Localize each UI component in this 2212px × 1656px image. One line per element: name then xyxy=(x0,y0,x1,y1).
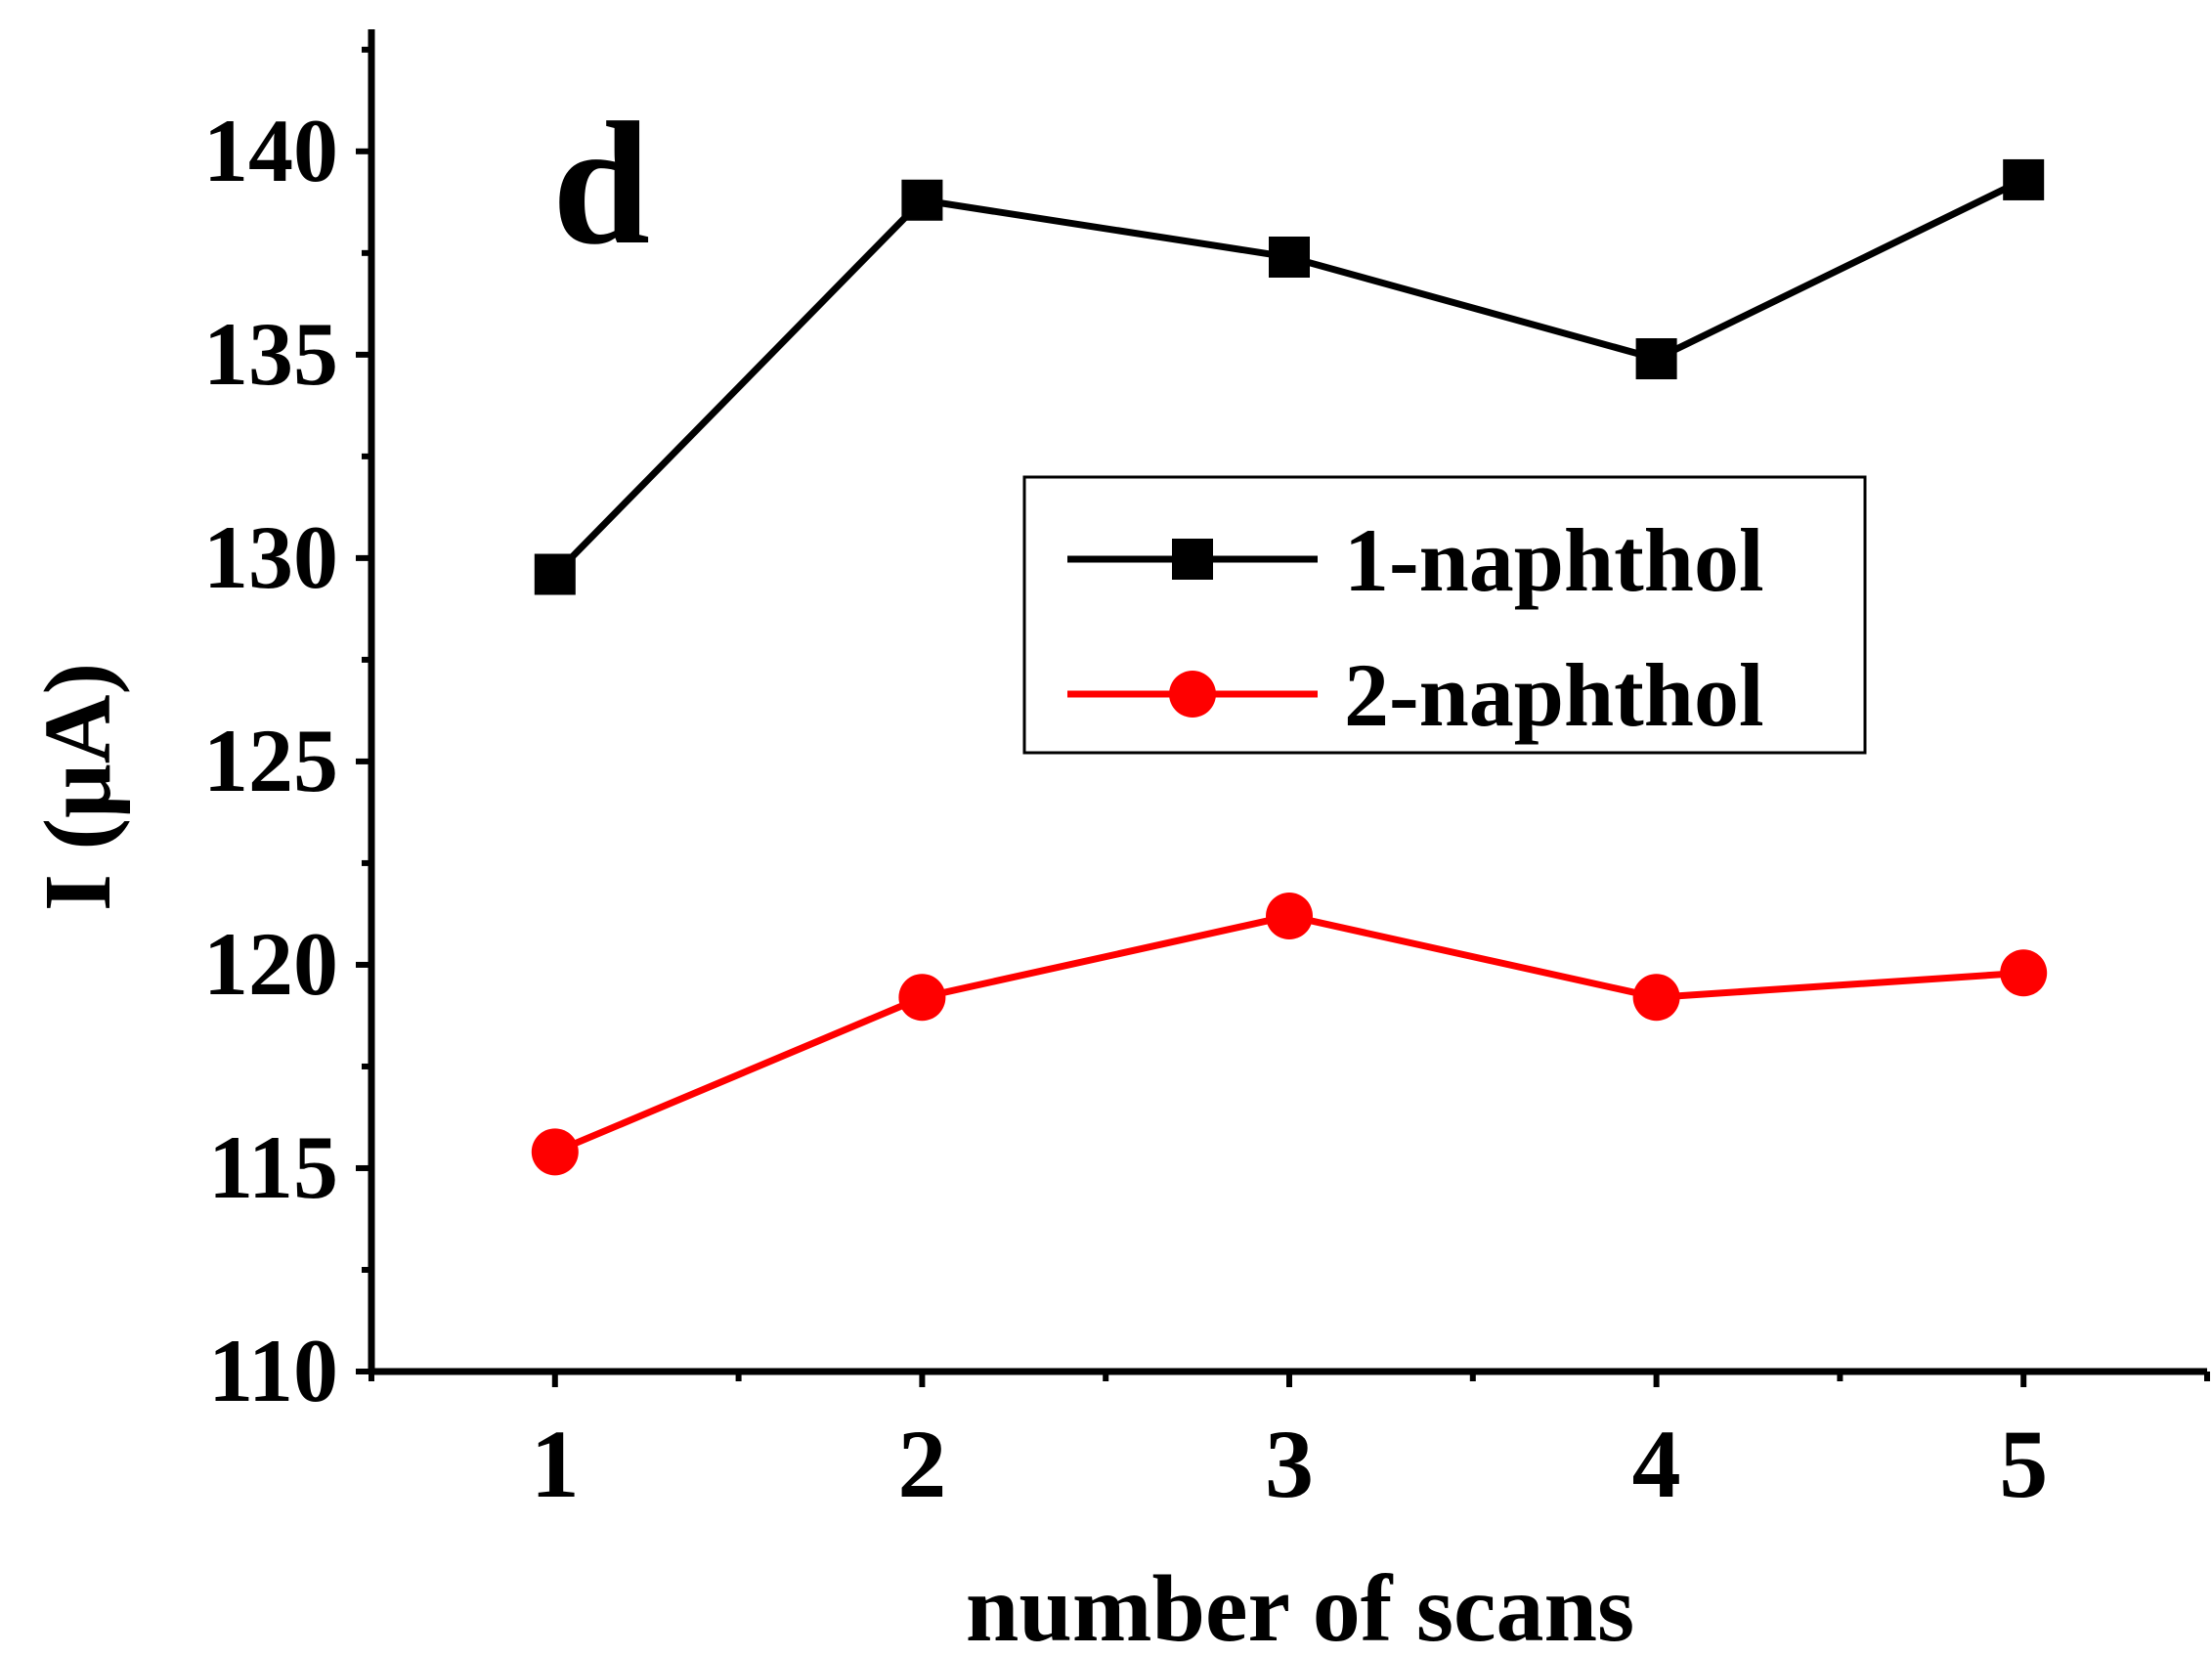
y-tick-label: 135 xyxy=(203,304,338,404)
legend-box xyxy=(1022,475,1867,755)
data-point-circle xyxy=(1632,974,1680,1022)
series-2-naphthol xyxy=(531,893,2048,1176)
axes: 110 115 120 125 130 135 140 1 2 3 4 5 xyxy=(203,29,2210,1518)
x-tick-label: 4 xyxy=(1632,1410,1681,1518)
y-tick-label: 130 xyxy=(203,507,338,607)
legend-label: 2-naphthol xyxy=(1344,645,1764,745)
data-point-square xyxy=(534,553,576,595)
x-tick-label: 3 xyxy=(1265,1410,1314,1518)
y-tick-label: 140 xyxy=(203,101,338,200)
data-point-circle xyxy=(2000,949,2048,997)
y-tick-label: 125 xyxy=(203,711,338,810)
data-point-circle xyxy=(898,974,946,1022)
data-point-square xyxy=(1269,236,1310,278)
y-axis-title: I (μA) xyxy=(25,663,131,911)
y-tick-label: 120 xyxy=(203,914,338,1014)
y-tick-label: 115 xyxy=(208,1117,338,1217)
legend-label: 1-naphthol xyxy=(1344,510,1764,610)
legend-marker-square xyxy=(1172,539,1213,580)
data-point-square xyxy=(901,179,943,221)
series-layer xyxy=(531,158,2048,1176)
data-point-square xyxy=(1635,338,1677,380)
panel-label: d xyxy=(552,86,650,281)
x-tick-label: 5 xyxy=(1999,1410,2048,1518)
data-point-circle xyxy=(531,1128,579,1176)
legend-marker-circle xyxy=(1169,671,1216,718)
y-tick-label: 110 xyxy=(208,1321,338,1420)
x-tick-label: 2 xyxy=(897,1410,946,1518)
series-line-2-naphthol xyxy=(553,912,2024,1155)
legend-items: 1-naphthol 2-naphthol xyxy=(1067,510,1764,745)
x-tick-label: 1 xyxy=(531,1410,580,1518)
data-point-square xyxy=(2003,158,2045,200)
series-1-naphthol xyxy=(534,158,2045,595)
legend: 1-naphthol 2-naphthol xyxy=(1022,475,1867,755)
x-axis-title: number of scans xyxy=(966,1556,1634,1656)
data-point-circle xyxy=(1266,893,1313,940)
